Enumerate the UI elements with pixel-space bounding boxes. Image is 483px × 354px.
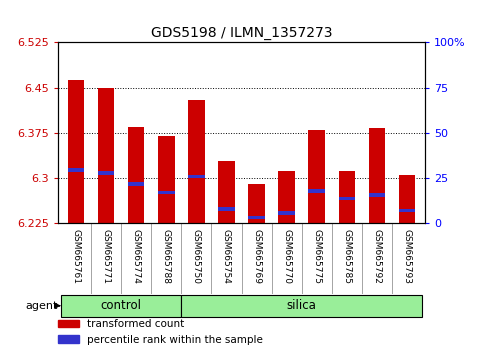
Bar <box>98 171 114 175</box>
Bar <box>181 295 422 318</box>
Bar <box>158 136 174 223</box>
Bar <box>248 184 265 223</box>
Bar <box>128 127 144 223</box>
Bar <box>158 190 174 194</box>
Text: GSM665769: GSM665769 <box>252 229 261 284</box>
Bar <box>309 130 325 223</box>
Text: GSM665788: GSM665788 <box>162 229 171 284</box>
Text: GSM665775: GSM665775 <box>312 229 321 284</box>
Bar <box>188 175 205 178</box>
Text: GSM665785: GSM665785 <box>342 229 351 284</box>
Text: GSM665793: GSM665793 <box>402 229 412 284</box>
Text: GSM665761: GSM665761 <box>71 229 81 284</box>
Bar <box>68 168 85 172</box>
Bar <box>339 196 355 200</box>
Text: agent: agent <box>25 301 57 311</box>
Bar <box>61 295 181 318</box>
Bar <box>218 161 235 223</box>
Bar <box>309 189 325 193</box>
Text: GSM665770: GSM665770 <box>282 229 291 284</box>
Bar <box>98 88 114 223</box>
Legend: transformed count, percentile rank within the sample: transformed count, percentile rank withi… <box>54 315 267 349</box>
Text: control: control <box>100 299 142 312</box>
Title: GDS5198 / ILMN_1357273: GDS5198 / ILMN_1357273 <box>151 26 332 40</box>
Bar <box>278 211 295 215</box>
Bar <box>369 193 385 196</box>
Bar <box>188 100 205 223</box>
Bar <box>339 171 355 223</box>
Bar <box>128 182 144 186</box>
Bar <box>398 209 415 212</box>
Text: GSM665750: GSM665750 <box>192 229 201 284</box>
Bar <box>278 171 295 223</box>
Text: GSM665774: GSM665774 <box>132 229 141 284</box>
Text: GSM665771: GSM665771 <box>101 229 111 284</box>
Bar <box>68 80 85 223</box>
Text: GSM665754: GSM665754 <box>222 229 231 284</box>
Bar <box>398 175 415 223</box>
Text: GSM665792: GSM665792 <box>372 229 382 284</box>
Bar <box>218 207 235 211</box>
Bar <box>248 216 265 219</box>
Text: silica: silica <box>287 299 317 312</box>
Bar <box>369 128 385 223</box>
